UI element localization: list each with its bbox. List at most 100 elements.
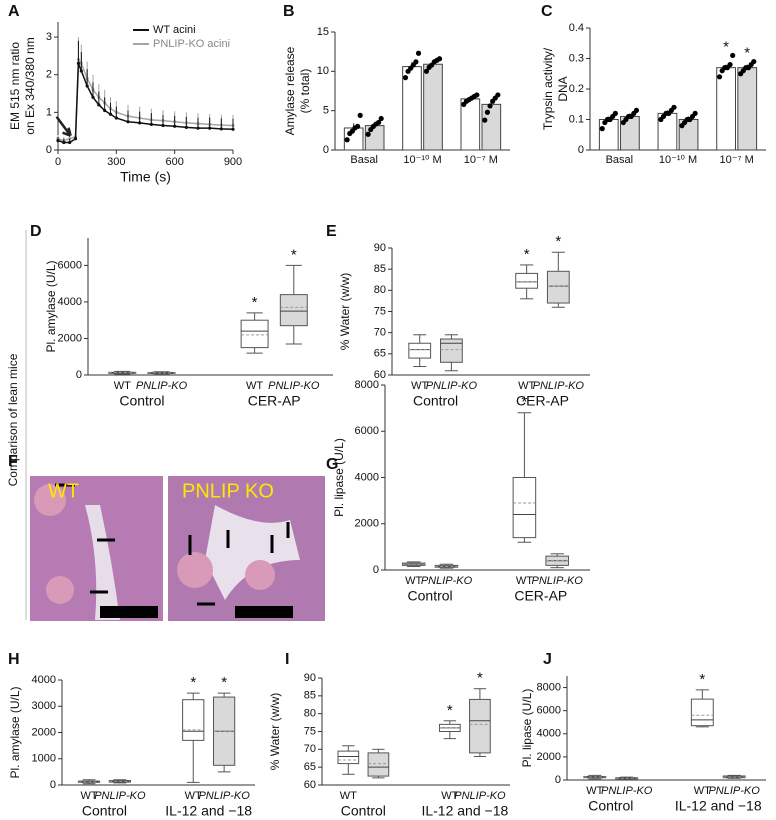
group-label: Control bbox=[588, 798, 633, 814]
point bbox=[85, 84, 89, 88]
x-tick-label: 600 bbox=[165, 156, 183, 168]
data-point bbox=[484, 109, 491, 115]
bar bbox=[481, 103, 502, 151]
y-tick-label: 2000 bbox=[355, 518, 379, 530]
y-axis-label: % Water (w/w) bbox=[268, 693, 282, 771]
y-tick-label: 65 bbox=[304, 761, 316, 773]
panel-label: I bbox=[285, 651, 289, 668]
significance: * bbox=[555, 233, 561, 250]
box bbox=[512, 477, 537, 539]
x-tick-label: WT bbox=[441, 790, 458, 802]
x-tick-label: PNLIP-KO bbox=[136, 380, 188, 392]
x-tick-label: WT bbox=[518, 380, 535, 392]
box bbox=[440, 338, 463, 363]
point bbox=[68, 140, 72, 145]
data-point bbox=[482, 117, 488, 123]
y-axis-label: Pl. amylase (U/L) bbox=[8, 686, 22, 778]
point bbox=[108, 112, 113, 116]
y-tick-label: 6000 bbox=[355, 425, 379, 437]
box bbox=[408, 342, 432, 359]
y-tick-label: 75 bbox=[304, 725, 316, 737]
annotation-arrow bbox=[55, 115, 72, 137]
image-label: WT bbox=[48, 480, 79, 502]
point bbox=[219, 127, 223, 131]
y-tick-label: 0 bbox=[323, 144, 329, 156]
y-tick-label: 60 bbox=[304, 779, 316, 791]
y-tick-label: 4000 bbox=[58, 296, 82, 308]
box bbox=[515, 272, 539, 289]
box bbox=[546, 270, 570, 304]
significance: * bbox=[190, 674, 196, 691]
y-tick-label: 0 bbox=[578, 144, 584, 156]
bar bbox=[423, 63, 443, 151]
point bbox=[208, 126, 212, 130]
zymogen bbox=[34, 484, 66, 516]
panel-label: D bbox=[30, 223, 42, 240]
y-tick-label: 2000 bbox=[537, 751, 561, 763]
bar bbox=[364, 125, 385, 151]
y-tick-label: 8000 bbox=[537, 681, 561, 693]
point bbox=[79, 69, 83, 73]
significance: * bbox=[723, 38, 729, 55]
y-tick-label: 4000 bbox=[355, 471, 379, 483]
y-tick-label: 0 bbox=[50, 779, 56, 791]
scale-bar bbox=[100, 606, 158, 618]
y-tick-label: 90 bbox=[304, 672, 316, 684]
panel-label: A bbox=[8, 3, 20, 20]
y-axis-label: on Ex 340/380 nm bbox=[23, 37, 37, 134]
legend-label: PNLIP-KO acini bbox=[153, 38, 230, 50]
data-point bbox=[487, 103, 493, 109]
x-tick-label: PNLIP-KO bbox=[94, 790, 146, 802]
panel-label: H bbox=[8, 651, 20, 668]
x-tick-label: Basal bbox=[606, 154, 634, 166]
arrows bbox=[55, 483, 290, 606]
y-tick-label: 60 bbox=[374, 369, 386, 381]
data-point bbox=[375, 119, 382, 126]
series-line bbox=[57, 63, 234, 144]
y-axis-label: Pl. lipase (U/L) bbox=[332, 438, 346, 517]
data-point bbox=[402, 75, 409, 81]
y-tick-label: 10 bbox=[317, 65, 329, 77]
x-axis-label: Time (s) bbox=[120, 169, 171, 185]
data-point bbox=[415, 50, 422, 56]
data-point bbox=[436, 56, 443, 62]
tissue-gap bbox=[205, 505, 300, 600]
y-tick-label: 3 bbox=[46, 31, 52, 43]
zymogen bbox=[46, 576, 74, 604]
side-label: Comparison of lean mice bbox=[6, 353, 20, 486]
y-axis-label: DNA bbox=[556, 76, 570, 101]
y-axis-label: EM 515 nm ratio bbox=[8, 42, 22, 130]
y-tick-label: 3000 bbox=[32, 700, 56, 712]
bar bbox=[598, 119, 619, 151]
data-point bbox=[730, 52, 736, 59]
point bbox=[173, 124, 177, 128]
y-axis-label: Pl. amylase (U/L) bbox=[44, 260, 58, 352]
significance: * bbox=[477, 670, 483, 687]
legend-label: WT acini bbox=[153, 24, 196, 36]
tissue-gap bbox=[85, 505, 120, 620]
panel-label: G bbox=[326, 456, 338, 473]
bar bbox=[716, 67, 736, 151]
point bbox=[196, 126, 200, 130]
y-tick-label: 70 bbox=[374, 327, 386, 339]
x-tick-label: 10⁻¹⁰ M bbox=[403, 154, 441, 166]
data-point bbox=[365, 131, 371, 137]
significance: * bbox=[521, 394, 527, 411]
point bbox=[97, 103, 101, 107]
data-point bbox=[716, 74, 723, 80]
point bbox=[56, 138, 60, 143]
group-label: CER-AP bbox=[516, 393, 569, 409]
x-tick-label: WT bbox=[80, 790, 97, 802]
x-tick-label: PNLIP-KO bbox=[454, 790, 506, 802]
y-tick-label: 8000 bbox=[355, 379, 379, 391]
y-tick-label: 6000 bbox=[537, 705, 561, 717]
y-tick-label: 2 bbox=[46, 69, 52, 81]
y-tick-label: 70 bbox=[304, 743, 316, 755]
data-point bbox=[692, 110, 698, 116]
point bbox=[73, 137, 78, 141]
y-tick-label: 1000 bbox=[32, 753, 56, 765]
y-axis-label: % Water (w/w) bbox=[338, 273, 352, 351]
box bbox=[279, 294, 308, 327]
y-tick-label: 80 bbox=[304, 708, 316, 720]
